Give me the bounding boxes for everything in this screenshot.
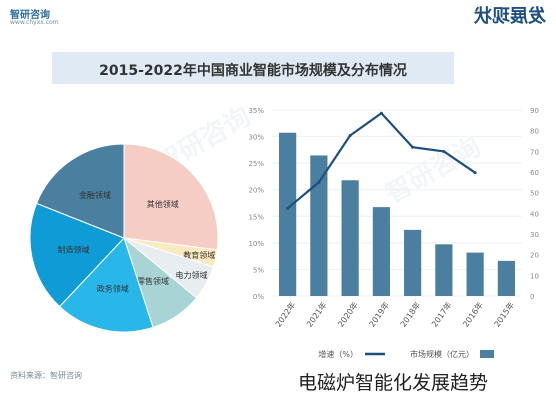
line-point xyxy=(348,134,352,138)
right-axis-tick: 0 xyxy=(530,293,534,301)
bar xyxy=(466,252,484,296)
pie-slice xyxy=(123,143,219,251)
line-point xyxy=(442,149,446,153)
bar xyxy=(435,244,453,296)
legend-swatch-bar xyxy=(480,350,494,358)
title-banner: 2015-2022年中国商业智能市场规模及分布情况 xyxy=(52,52,454,84)
logo-url: www.chyxx.com xyxy=(10,19,59,26)
left-axis-tick: 30% xyxy=(248,134,264,142)
left-axis-tick: 25% xyxy=(248,160,264,168)
bar xyxy=(404,229,422,296)
pie-label: 电力领域 xyxy=(176,270,208,280)
x-axis-tick: 2016年 xyxy=(460,300,484,329)
right-axis-tick: 90 xyxy=(530,107,539,115)
caption-text: 电磁炉智能化发展趋势 xyxy=(298,372,489,394)
right-axis-tick: 60 xyxy=(530,169,539,177)
x-axis-tick: 2015年 xyxy=(492,300,516,329)
x-axis-tick: 2019年 xyxy=(367,300,391,329)
pie-label: 金融领域 xyxy=(79,190,111,200)
line-point xyxy=(379,111,383,115)
pie-slice xyxy=(58,237,154,333)
right-axis-tick: 30 xyxy=(530,231,539,239)
bar xyxy=(497,260,515,296)
legend-label-line: 增速（%） xyxy=(318,349,358,359)
pie-label: 政务领域 xyxy=(97,283,129,293)
source-note: 资料来源：智研咨询 xyxy=(10,371,82,380)
right-axis-tick: 40 xyxy=(530,210,539,218)
pie-label: 制造领域 xyxy=(58,244,90,254)
bar xyxy=(279,132,297,296)
left-axis-tick: 5% xyxy=(253,266,264,274)
right-axis-tick: 50 xyxy=(530,190,539,198)
left-axis-tick: 35% xyxy=(248,107,264,115)
x-axis-tick: 2017年 xyxy=(429,300,453,329)
chart-title: 2015-2022年中国商业智能市场规模及分布情况 xyxy=(99,63,407,79)
x-axis-tick: 2018年 xyxy=(398,300,422,329)
line-point xyxy=(317,180,321,184)
x-axis-tick: 2021年 xyxy=(304,300,328,329)
pie-slice xyxy=(35,143,125,239)
pie-label: 零售领域 xyxy=(137,276,169,286)
left-axis-tick: 10% xyxy=(248,240,264,248)
bar xyxy=(310,155,328,296)
logo-text: 智研咨询 xyxy=(10,10,50,21)
right-axis-tick: 70 xyxy=(530,148,539,156)
left-axis-tick: 0% xyxy=(253,293,264,301)
pie-label: 教育领域 xyxy=(183,250,215,260)
left-axis-tick: 15% xyxy=(248,213,264,221)
line-point xyxy=(473,171,477,175)
left-axis-tick: 20% xyxy=(248,187,264,195)
right-axis-tick: 10 xyxy=(530,272,539,280)
bar xyxy=(372,207,390,296)
right-axis-tick: 80 xyxy=(530,128,539,136)
bar xyxy=(341,180,359,296)
line-point xyxy=(411,145,415,149)
x-axis-tick: 2022年 xyxy=(273,300,297,329)
x-axis-tick: 2020年 xyxy=(335,300,359,329)
line-point xyxy=(286,206,290,210)
legend-label-bar: 市场规模（亿元） xyxy=(410,349,474,359)
right-axis-tick: 20 xyxy=(530,252,539,260)
pie-label: 其他领域 xyxy=(147,199,179,209)
